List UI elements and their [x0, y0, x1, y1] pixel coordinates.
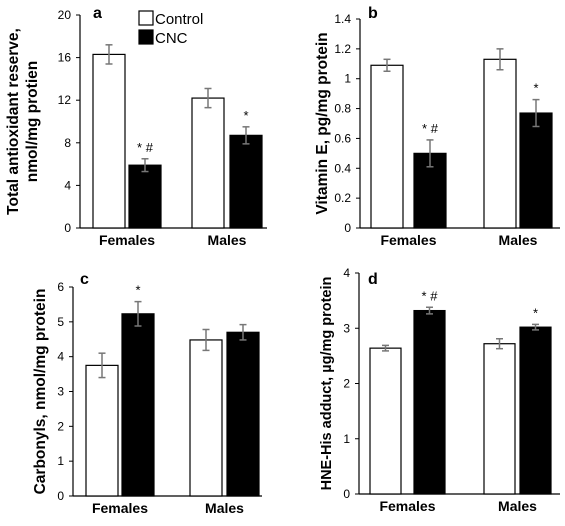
y-axis-label: HNE-His adduct, µg/mg protein — [319, 277, 335, 491]
panel-letter: a — [93, 5, 102, 22]
bar-control-males — [483, 58, 517, 229]
y-tick-label: 0 — [64, 221, 71, 235]
y-tick-label: 1 — [344, 72, 351, 86]
y-axis-label: Vitamin E, pg/mg protein — [314, 32, 331, 214]
y-tick-label: 4 — [57, 350, 64, 364]
y-tick-label: 1.4 — [334, 12, 351, 26]
bar-control-females — [370, 64, 404, 229]
y-tick-label: 0.2 — [334, 191, 351, 205]
y-tick-label: 16 — [58, 51, 72, 65]
chart-panel-a: 0 4 8 12 16 20 * # * Females Males Total antioxida… — [5, 5, 267, 248]
legend: Control CNC — [138, 10, 203, 47]
y-axis-label: nmol/mg protien — [24, 61, 41, 182]
chart-panel-b: 0 0.2 0.4 0.6 0.8 1 1.2 1.4 * # * Females Males Vita… — [314, 5, 560, 248]
bar-control-males — [483, 343, 516, 495]
panel-letter: c — [80, 271, 89, 288]
significance-mark: * — [243, 108, 248, 123]
y-tick-label: 8 — [64, 136, 71, 150]
bar-control-males — [189, 339, 223, 497]
y-tick-label: 2 — [57, 419, 64, 433]
y-tick-label: 0 — [57, 489, 64, 503]
bar-cnc-males — [519, 112, 553, 229]
x-category-label: Males — [498, 498, 537, 514]
panel-letter: b — [368, 5, 378, 22]
legend-swatch-control — [138, 10, 154, 26]
y-tick-label: 3 — [343, 321, 350, 335]
bar-cnc-males — [519, 326, 552, 495]
x-category-label: Females — [92, 500, 148, 516]
bar-cnc-males — [229, 134, 263, 229]
y-tick-label: 0 — [344, 221, 351, 235]
y-tick-label: 20 — [58, 8, 72, 22]
y-tick-label: 0.4 — [334, 161, 351, 175]
y-tick-label: 1.2 — [334, 42, 351, 56]
significance-mark: * — [533, 305, 538, 320]
chart-panel-c: 0 1 2 3 4 5 6 * Females Males Carbonyls, nmol/mg p… — [32, 271, 262, 516]
y-tick-label: 4 — [343, 266, 350, 280]
bar-control-females — [92, 53, 126, 229]
bar-control-females — [85, 364, 119, 497]
significance-mark: * # — [422, 288, 439, 303]
y-axis-label: Total antioxidant reserve, — [5, 28, 22, 215]
significance-mark: * — [533, 81, 538, 96]
legend-label-control: Control — [155, 11, 203, 28]
bar-control-males — [191, 97, 225, 229]
significance-mark: * # — [137, 140, 154, 155]
y-tick-label: 2 — [343, 377, 350, 391]
legend-swatch-cnc — [138, 29, 154, 45]
y-tick-label: 5 — [57, 315, 64, 329]
y-tick-label: 0 — [343, 487, 350, 501]
bar-cnc-females — [128, 164, 162, 229]
y-tick-label: 0.6 — [334, 131, 351, 145]
x-category-label: Females — [379, 498, 435, 514]
y-tick-label: 0.8 — [334, 102, 351, 116]
y-tick-label: 12 — [58, 93, 72, 107]
y-tick-label: 1 — [343, 432, 350, 446]
bar-control-females — [369, 347, 402, 495]
significance-mark: * # — [422, 121, 439, 136]
y-tick-label: 1 — [57, 454, 64, 468]
y-axis-label: Carbonyls, nmol/mg protein — [32, 289, 49, 495]
x-category-label: Females — [99, 232, 155, 248]
y-tick-label: 3 — [57, 385, 64, 399]
x-category-label: Females — [380, 232, 436, 248]
significance-mark: * — [135, 283, 140, 298]
x-category-label: Males — [208, 232, 247, 248]
x-category-label: Males — [499, 232, 538, 248]
x-category-label: Males — [205, 500, 244, 516]
panel-letter: d — [368, 271, 378, 288]
y-tick-label: 4 — [64, 178, 71, 192]
bar-cnc-females — [413, 309, 446, 495]
bar-cnc-females — [121, 313, 155, 497]
bar-cnc-males — [226, 331, 260, 497]
y-tick-label: 6 — [57, 280, 64, 294]
legend-label-cnc: CNC — [155, 30, 188, 47]
chart-panel-d: 0 1 2 3 4 * # * Females Males HNE-His adduct, µg/… — [319, 266, 560, 514]
